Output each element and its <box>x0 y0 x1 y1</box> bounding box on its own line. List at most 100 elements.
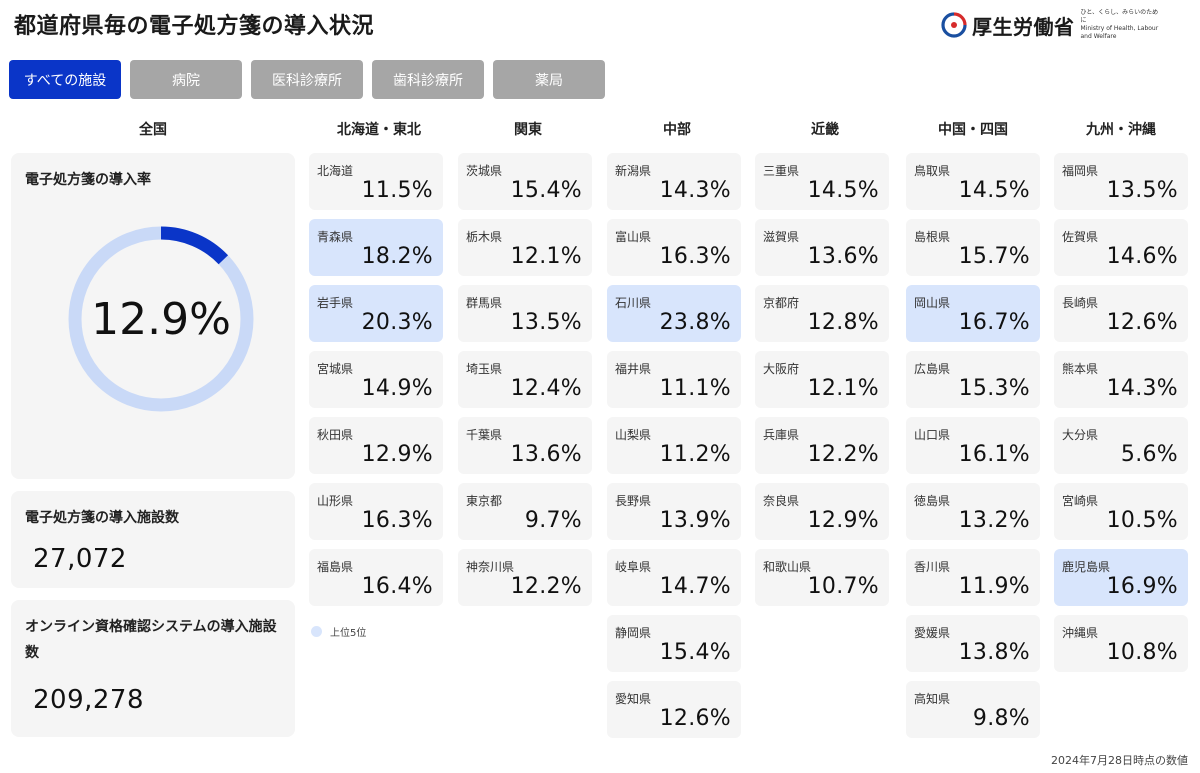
prefecture-name: 宮城県 <box>317 362 354 376</box>
prefecture-rate: 15.4% <box>510 178 582 203</box>
national-rate-card: 電子処方箋の導入率 12.9% <box>11 153 295 479</box>
data-date-footnote: 2024年7月28日時点の数値 <box>1051 754 1188 767</box>
tab-pharmacy[interactable]: 薬局 <box>493 60 605 99</box>
prefecture-card: 福岡県 13.5% <box>1054 153 1188 210</box>
prefecture-name: 神奈川県 <box>466 560 515 574</box>
prefecture-card: 鹿児島県 16.9% <box>1054 549 1188 606</box>
prefecture-name: 島根県 <box>914 230 951 244</box>
prefecture-rate: 16.9% <box>1106 574 1178 599</box>
prefecture-name: 山口県 <box>914 428 951 442</box>
prefecture-card: 長野県 13.9% <box>607 483 741 540</box>
prefecture-rate: 16.3% <box>361 508 433 533</box>
prefecture-name: 高知県 <box>914 692 951 706</box>
prefecture-rate: 15.4% <box>659 640 731 665</box>
tab-all-facilities[interactable]: すべての施設 <box>9 60 121 99</box>
prefecture-rate: 10.7% <box>807 574 879 599</box>
prefecture-rate: 11.9% <box>958 574 1030 599</box>
prefecture-rate: 12.4% <box>510 376 582 401</box>
prefecture-name: 長野県 <box>615 494 652 508</box>
prefecture-rate: 14.6% <box>1106 244 1178 269</box>
region-heading-kanto: 関東 <box>514 122 542 138</box>
prefecture-name: 鳥取県 <box>914 164 951 178</box>
prefecture-name: 山梨県 <box>615 428 652 442</box>
prefecture-rate: 12.9% <box>807 508 879 533</box>
prefecture-card: 秋田県 12.9% <box>309 417 443 474</box>
prefecture-card: 愛知県 12.6% <box>607 681 741 738</box>
prefecture-name: 広島県 <box>914 362 951 376</box>
prefecture-card: 富山県 16.3% <box>607 219 741 276</box>
region-heading-kyushu-okinawa: 九州・沖縄 <box>1086 122 1156 138</box>
prefecture-name: 佐賀県 <box>1062 230 1099 244</box>
national-online-card: オンライン資格確認システムの導入施設数 209,278 <box>11 600 295 737</box>
prefecture-rate: 16.7% <box>958 310 1030 335</box>
prefecture-card: 滋賀県 13.6% <box>755 219 889 276</box>
prefecture-name: 秋田県 <box>317 428 354 442</box>
prefecture-rate: 16.3% <box>659 244 731 269</box>
prefecture-card: 佐賀県 14.6% <box>1054 219 1188 276</box>
prefecture-rate: 14.7% <box>659 574 731 599</box>
prefecture-card: 愛媛県 13.8% <box>906 615 1040 672</box>
prefecture-name: 山形県 <box>317 494 354 508</box>
prefecture-card: 東京都 9.7% <box>458 483 592 540</box>
prefecture-name: 兵庫県 <box>763 428 800 442</box>
rate-label: 電子処方箋の導入率 <box>25 172 151 188</box>
prefecture-rate: 12.9% <box>361 442 433 467</box>
prefecture-card: 三重県 14.5% <box>755 153 889 210</box>
prefecture-rate: 14.9% <box>361 376 433 401</box>
prefecture-card: 熊本県 14.3% <box>1054 351 1188 408</box>
prefecture-rate: 16.1% <box>958 442 1030 467</box>
prefecture-name: 宮崎県 <box>1062 494 1099 508</box>
legend: 上位5位 <box>311 624 366 639</box>
prefecture-name: 愛媛県 <box>914 626 951 640</box>
prefecture-rate: 15.3% <box>958 376 1030 401</box>
prefecture-rate: 11.2% <box>659 442 731 467</box>
prefecture-rate: 10.8% <box>1106 640 1178 665</box>
prefecture-rate: 15.7% <box>958 244 1030 269</box>
prefecture-rate: 9.7% <box>524 508 582 533</box>
logo-english: Ministry of Health, Labour and Welfare <box>1080 25 1159 40</box>
prefecture-name: 三重県 <box>763 164 800 178</box>
prefecture-rate: 14.3% <box>659 178 731 203</box>
prefecture-card: 埼玉県 12.4% <box>458 351 592 408</box>
prefecture-rate: 12.1% <box>807 376 879 401</box>
prefecture-rate: 11.5% <box>361 178 433 203</box>
mhlw-logo-icon <box>940 11 968 39</box>
prefecture-card: 京都府 12.8% <box>755 285 889 342</box>
prefecture-name: 新潟県 <box>615 164 652 178</box>
prefecture-rate: 12.6% <box>659 706 731 731</box>
prefecture-name: 埼玉県 <box>466 362 503 376</box>
prefecture-card: 茨城県 15.4% <box>458 153 592 210</box>
prefecture-name: 京都府 <box>763 296 800 310</box>
region-heading-kinki: 近畿 <box>811 122 839 138</box>
prefecture-card: 長崎県 12.6% <box>1054 285 1188 342</box>
prefecture-name: 長崎県 <box>1062 296 1099 310</box>
prefecture-name: 大阪府 <box>763 362 800 376</box>
prefecture-name: 福井県 <box>615 362 652 376</box>
ministry-logo: 厚生労働省 ひと、くらし、みらいのために Ministry of Health,… <box>940 8 1190 42</box>
prefecture-rate: 16.4% <box>361 574 433 599</box>
prefecture-name: 岩手県 <box>317 296 354 310</box>
prefecture-card: 岐阜県 14.7% <box>607 549 741 606</box>
prefecture-name: 和歌山県 <box>763 560 812 574</box>
logo-name: 厚生労働省 <box>972 14 1075 39</box>
prefecture-rate: 9.8% <box>972 706 1030 731</box>
prefecture-card: 山口県 16.1% <box>906 417 1040 474</box>
tab-medical-clinic[interactable]: 医科診療所 <box>251 60 363 99</box>
logo-tagline-block: ひと、くらし、みらいのために Ministry of Health, Labou… <box>1081 9 1163 41</box>
prefecture-card: 島根県 15.7% <box>906 219 1040 276</box>
prefecture-card: 青森県 18.2% <box>309 219 443 276</box>
prefecture-card: 和歌山県 10.7% <box>755 549 889 606</box>
rate-donut-chart <box>68 226 254 412</box>
prefecture-card: 石川県 23.8% <box>607 285 741 342</box>
prefecture-name: 茨城県 <box>466 164 503 178</box>
prefecture-rate: 11.1% <box>659 376 731 401</box>
tab-hospital[interactable]: 病院 <box>130 60 242 99</box>
prefecture-card: 大阪府 12.1% <box>755 351 889 408</box>
prefecture-name: 福岡県 <box>1062 164 1099 178</box>
prefecture-rate: 12.2% <box>510 574 582 599</box>
prefecture-name: 徳島県 <box>914 494 951 508</box>
prefecture-name: 千葉県 <box>466 428 503 442</box>
prefecture-name: 東京都 <box>466 494 503 508</box>
tab-dental-clinic[interactable]: 歯科診療所 <box>372 60 484 99</box>
prefecture-name: 静岡県 <box>615 626 652 640</box>
